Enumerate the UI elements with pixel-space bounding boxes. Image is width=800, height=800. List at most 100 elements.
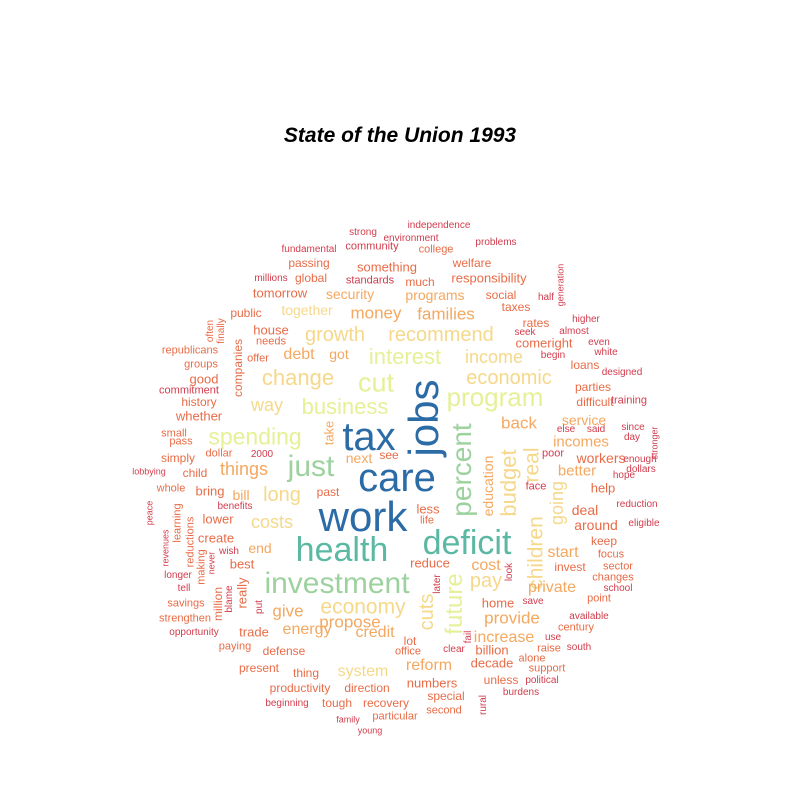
page-title: State of the Union 1993 — [283, 124, 517, 147]
word-finally: finally — [216, 318, 227, 344]
word-beginning: beginning — [265, 698, 309, 709]
word-tough: tough — [321, 696, 353, 710]
word-percent: percent — [446, 423, 477, 517]
word-simply: simply — [160, 451, 196, 465]
word-particular: particular — [372, 710, 418, 723]
word-2000: 2000 — [250, 449, 274, 460]
word-century: century — [557, 621, 595, 634]
word-give: give — [272, 601, 304, 621]
word-take: take — [321, 420, 337, 446]
word-day: day — [623, 432, 641, 443]
word-rates: rates — [522, 316, 550, 330]
word-opportunity: opportunity — [169, 627, 219, 638]
word-much: much — [405, 275, 435, 289]
word-something: something — [357, 259, 417, 275]
word-changes: changes — [592, 571, 634, 584]
word-numbers: numbers — [406, 675, 458, 691]
word-office: office — [394, 645, 422, 658]
word-work: work — [318, 493, 408, 540]
word-higher: higher — [572, 314, 600, 325]
word-almost: almost — [559, 326, 589, 337]
word-past: past — [316, 485, 340, 499]
word-needs: needs — [256, 335, 286, 348]
word-child: child — [182, 466, 208, 480]
word-workers: workers — [576, 450, 626, 466]
word-end: end — [248, 540, 272, 556]
word-young: young — [357, 725, 383, 736]
word-fail: fail — [463, 630, 474, 644]
word-social: social — [485, 288, 517, 302]
word-bring: bring — [195, 483, 225, 499]
word-stronger: stronger — [649, 426, 660, 460]
word-money: money — [350, 303, 402, 323]
word-reform: reform — [405, 657, 453, 674]
word-thing: thing — [292, 666, 320, 680]
word-benefits: benefits — [217, 501, 253, 512]
word-college: college — [418, 243, 454, 256]
word-families: families — [417, 304, 475, 324]
word-hope: hope — [612, 470, 636, 481]
word-fundamental: fundamental — [281, 244, 337, 255]
word-lobbying: lobbying — [132, 466, 166, 477]
word-groups: groups — [184, 358, 218, 371]
word-good: good — [189, 371, 219, 387]
word-cut: cut — [357, 367, 395, 398]
word-just: just — [287, 450, 335, 483]
word-raise: raise — [537, 642, 561, 655]
word-generation: generation — [555, 263, 566, 307]
word-designed: designed — [601, 367, 643, 378]
word-incomes: incomes — [553, 433, 609, 451]
word-even: even — [588, 337, 610, 348]
word-billion: billion — [475, 642, 509, 658]
word-family: family — [336, 714, 360, 725]
word-parties: parties — [574, 380, 612, 394]
word-reduce: reduce — [410, 555, 450, 571]
word-pass: pass — [169, 435, 193, 448]
word-growth: growth — [304, 324, 366, 346]
word-special: special — [427, 689, 465, 703]
word-deficit: deficit — [422, 524, 512, 562]
word-face: face — [525, 480, 547, 493]
word-point: point — [587, 592, 611, 605]
word-productivity: productivity — [269, 681, 331, 695]
word-economic: economic — [466, 367, 552, 389]
word-strong: strong — [349, 227, 377, 238]
word-half: half — [537, 292, 555, 303]
word-companies: companies — [231, 338, 245, 398]
word-south: south — [566, 642, 592, 653]
word-programs: programs — [405, 287, 465, 303]
word-sector: sector — [603, 560, 633, 573]
word-propose: propose — [319, 612, 381, 632]
word-cost: cost — [471, 557, 501, 574]
word-business: business — [301, 394, 389, 419]
word-provide: provide — [484, 608, 540, 628]
word-whether: whether — [175, 408, 223, 424]
word-millions: millions — [254, 273, 288, 284]
word-put: put — [254, 600, 265, 614]
word-best: best — [229, 556, 255, 572]
word-white: white — [594, 347, 618, 358]
word-keep: keep — [590, 534, 618, 548]
word-use: use — [544, 632, 562, 643]
word-health: health — [295, 531, 389, 569]
word-global: global — [294, 271, 328, 285]
word-never: never — [206, 551, 217, 575]
word-around: around — [574, 517, 618, 533]
word-community: community — [345, 240, 399, 253]
word-wish: wish — [218, 546, 240, 557]
word-difficult: difficult — [576, 395, 614, 409]
word-interest: interest — [368, 344, 442, 369]
word-trade: trade — [239, 624, 269, 640]
word-house: house — [253, 322, 289, 338]
word-together: together — [281, 302, 333, 318]
word-costs: costs — [250, 512, 294, 532]
word-comeright: comeright — [515, 335, 573, 351]
word-offer: offer — [247, 352, 269, 365]
word-savings: savings — [167, 597, 205, 610]
word-home: home — [481, 595, 515, 611]
word-second: second — [426, 704, 462, 717]
word-available: available — [569, 611, 609, 622]
word-lot: lot — [403, 634, 417, 648]
word-jobs: jobs — [400, 379, 447, 457]
word-commitment: commitment — [159, 384, 219, 397]
